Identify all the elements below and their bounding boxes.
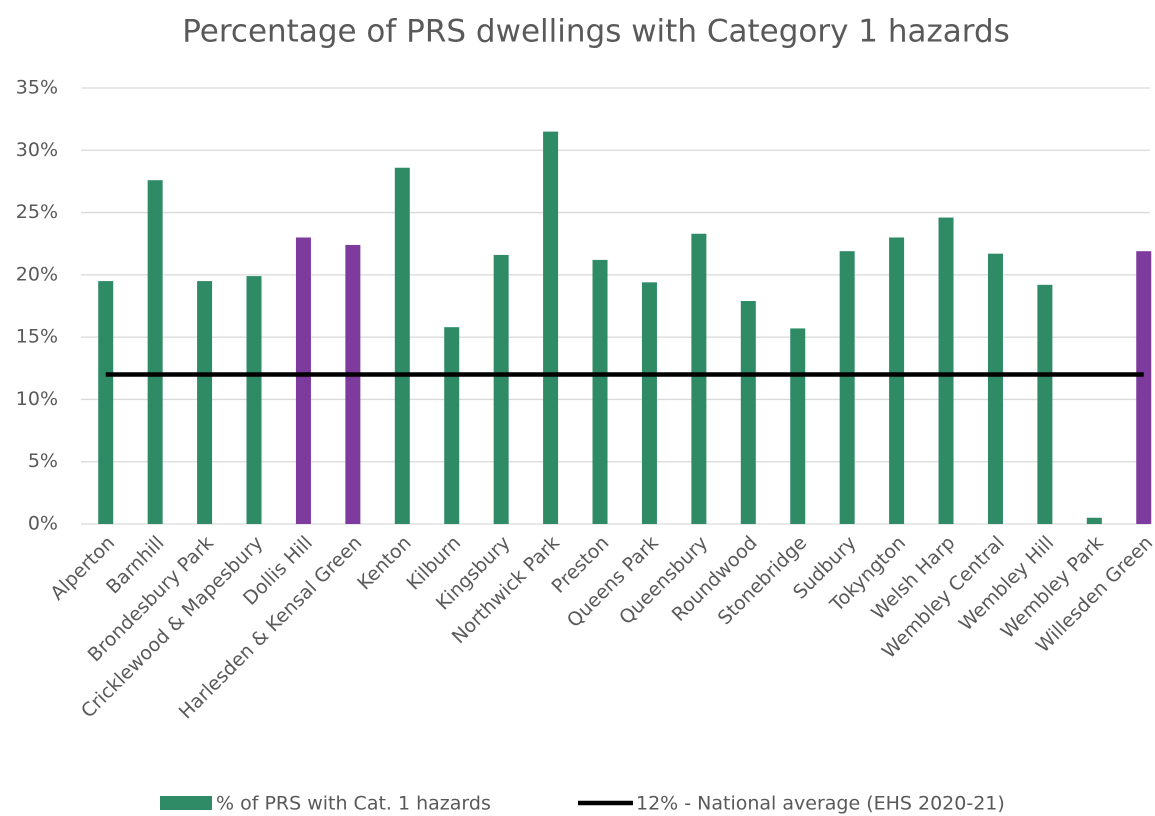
y-tick-label: 0%	[28, 513, 58, 535]
y-tick-label: 25%	[16, 201, 58, 223]
x-tick-label: Alperton	[46, 532, 119, 605]
bar	[197, 281, 213, 524]
bar	[345, 244, 361, 524]
y-tick-label: 35%	[16, 77, 58, 99]
bar	[295, 237, 311, 524]
y-tick-label: 5%	[28, 450, 58, 472]
bar	[394, 167, 410, 524]
legend-label: 12% - National average (EHS 2020-21)	[636, 793, 1005, 815]
bar	[1086, 517, 1102, 524]
bar	[592, 259, 608, 524]
bar	[1037, 284, 1053, 524]
bar	[839, 251, 855, 524]
bar	[246, 276, 262, 524]
bar	[98, 281, 114, 524]
bar	[691, 233, 707, 524]
bar	[889, 237, 905, 524]
legend-label: % of PRS with Cat. 1 hazards	[216, 793, 491, 815]
chart-title: Percentage of PRS dwellings with Categor…	[182, 14, 1010, 50]
bar	[444, 327, 460, 524]
bar	[147, 180, 163, 524]
bar	[790, 328, 806, 524]
bar	[543, 131, 559, 524]
y-tick-label: 15%	[16, 326, 58, 348]
bar	[493, 254, 509, 524]
bar	[641, 282, 657, 524]
legend-swatch	[160, 796, 212, 810]
bar	[740, 301, 756, 524]
bar	[987, 253, 1003, 524]
y-tick-label: 30%	[16, 139, 58, 161]
x-tick-label: Kenton	[353, 532, 415, 594]
y-tick-label: 10%	[16, 388, 58, 410]
y-tick-label: 20%	[16, 263, 58, 285]
bar	[1136, 251, 1152, 524]
bar	[938, 217, 954, 524]
